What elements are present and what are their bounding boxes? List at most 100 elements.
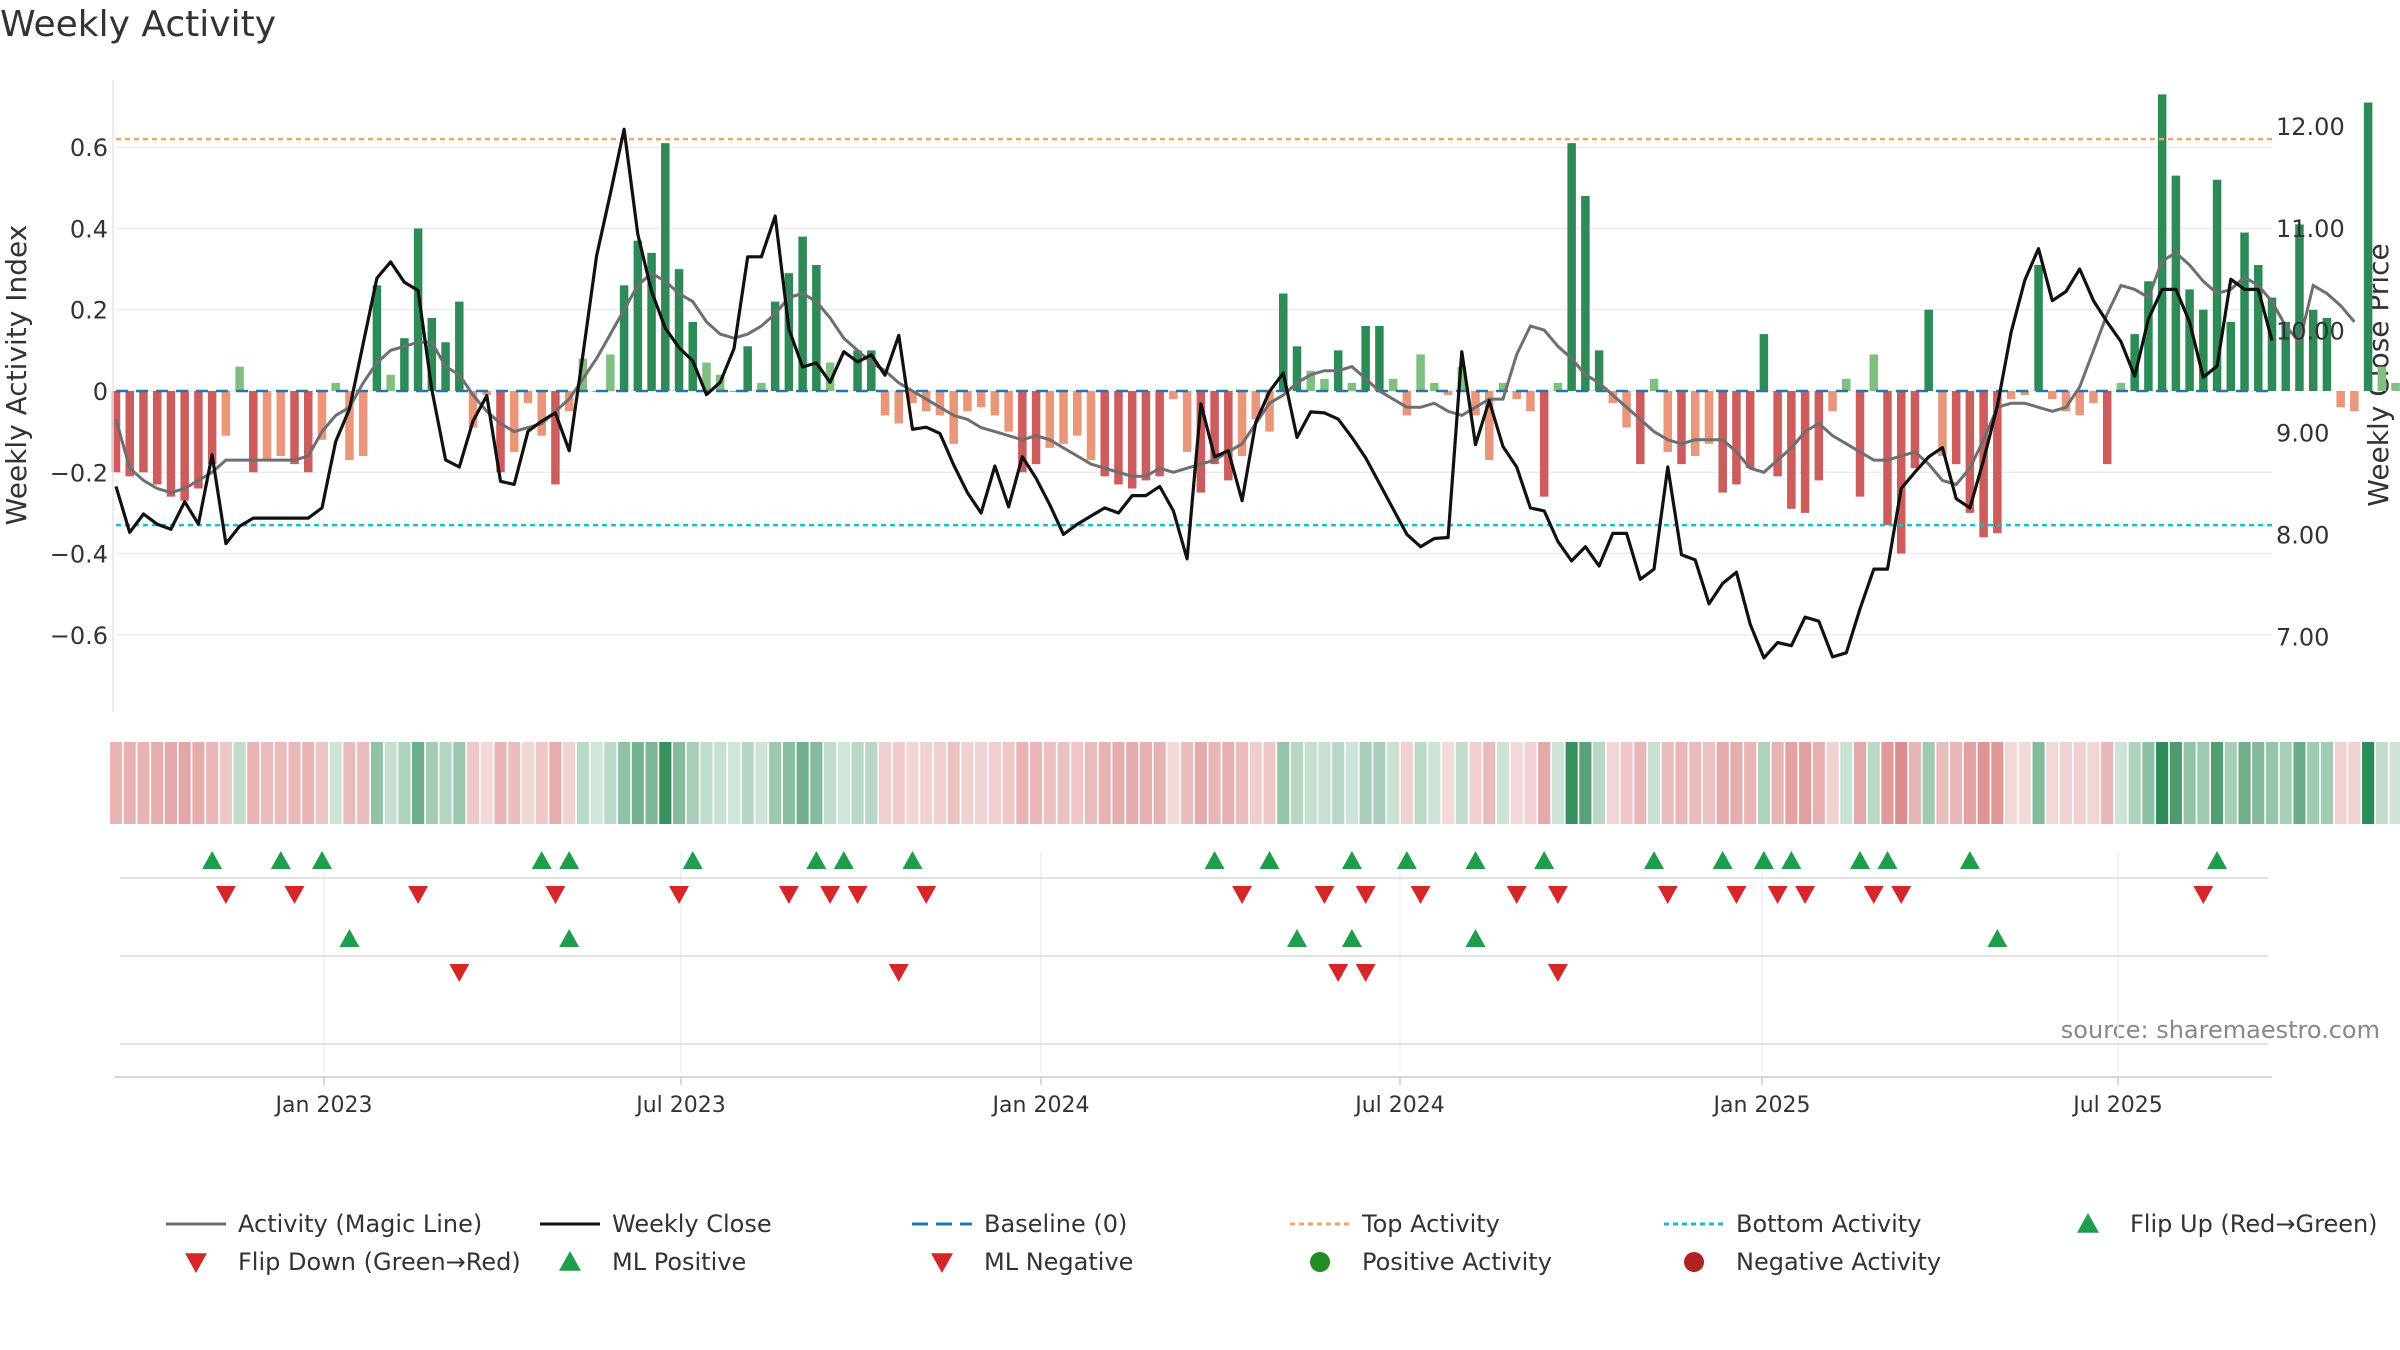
activity-bar (1869, 354, 1879, 391)
weekly-close-line (114, 127, 2274, 660)
heat-strip-cell (1194, 742, 1207, 824)
y-left-tick-label: −0.4 (50, 541, 108, 569)
activity-bar (2034, 265, 2043, 391)
activity-bar (1004, 391, 1013, 432)
activity-bar (262, 391, 272, 461)
flip-up-marker (1712, 851, 1733, 869)
activity-bar (1031, 391, 1041, 465)
heat-strip-cell (2114, 742, 2128, 824)
activity-bar (2240, 232, 2249, 391)
activity-bar (1059, 391, 1068, 444)
heat-strip-cell (2046, 742, 2059, 824)
activity-bar (1622, 391, 1631, 428)
flip-up-marker (806, 851, 827, 869)
activity-bar (867, 350, 876, 391)
flip-up-marker (559, 851, 580, 869)
flip-up-marker (2207, 851, 2228, 869)
flip-up-marker (1877, 851, 1898, 869)
activity-bar (125, 391, 134, 477)
heat-strip-cell (1853, 742, 1867, 824)
activity-bar (1141, 391, 1151, 481)
activity-bar (1292, 346, 1302, 391)
activity-bar (1581, 195, 1590, 391)
activity-bar (606, 354, 615, 391)
activity-bar (1993, 391, 2002, 534)
heat-strip-cell (1071, 742, 1084, 824)
activity-bar (1347, 382, 1357, 391)
activity-bar (1745, 391, 1755, 469)
heat-strip-cell (1963, 742, 1976, 824)
ml-negative-marker (1355, 964, 1376, 982)
heat-strip-cell (1510, 742, 1523, 824)
y-left-tick-label: 0.4 (70, 215, 108, 243)
heat-strip-cell (645, 742, 658, 824)
activity-bar (152, 391, 162, 485)
heat-strip-cell (1332, 742, 1345, 824)
activity-bar (1100, 391, 1109, 477)
flip-up-marker (311, 851, 332, 869)
activity-bar (1265, 391, 1274, 432)
heat-strip-cell (865, 742, 878, 824)
heat-strip-cell (1469, 742, 1482, 824)
heat-strip-cell (2005, 742, 2018, 824)
heat-strip-cell (1455, 742, 1468, 824)
heat-strip-cell (2293, 742, 2306, 824)
activity-bar (303, 391, 313, 473)
heat-strip-cell (549, 742, 562, 824)
activity-bar (1375, 325, 1384, 391)
heat-strip-cell (618, 742, 631, 824)
heat-strip-cell (288, 742, 301, 824)
activity-bar (2267, 297, 2277, 391)
heat-strip-cell (700, 742, 713, 824)
heat-strip-cell (1689, 742, 1702, 824)
heat-strip-cell (1922, 742, 1935, 824)
legend-label: ML Positive (612, 1248, 746, 1276)
heat-strip-cell (1977, 742, 1990, 824)
y-right-tick-label: 7.00 (2276, 623, 2329, 651)
heat-strip-cell (975, 742, 988, 824)
y-right-tick-label: 8.00 (2276, 521, 2329, 549)
y-right-tick-label: 9.00 (2276, 419, 2329, 447)
activity-bar (1828, 391, 1837, 412)
heat-strip-cell (178, 742, 191, 824)
heat-strip-cell (576, 742, 589, 824)
x-tick-label: Jan 2024 (991, 1093, 1090, 1118)
legend-label: Activity (Magic Line) (238, 1210, 482, 1238)
heat-strip-cell (480, 742, 493, 824)
activity-bar (1938, 391, 1947, 457)
heat-strip-cell (219, 742, 232, 824)
activity-bar (2020, 391, 2030, 396)
line-layer (114, 127, 2356, 660)
heat-strip-cell (2265, 742, 2279, 824)
activity-bar (468, 391, 478, 428)
activity-bar (1182, 391, 1192, 452)
ml-positive-marker (559, 929, 580, 947)
heat-strip-cell (2128, 742, 2141, 824)
activity-bar (1594, 350, 1604, 391)
heat-strip-cell (2018, 742, 2031, 824)
heat-strip-cell (206, 742, 219, 824)
source-label: source: sharemaestro.com (2061, 1016, 2380, 1044)
activity-bar (207, 391, 217, 465)
heat-strip-cell (2142, 742, 2155, 824)
flip-up-marker (1781, 851, 1802, 869)
flip-up-marker (682, 851, 703, 869)
activity-bar (894, 391, 904, 424)
activity-bar (1471, 391, 1480, 416)
heat-strip-cell (727, 742, 741, 824)
heat-strip-cell (659, 742, 672, 824)
heat-strip-cell (631, 742, 644, 824)
activity-bar (2048, 391, 2057, 400)
heat-strip-cell (1524, 742, 1537, 824)
activity-bar (743, 346, 752, 391)
ml-positive-marker (1341, 929, 1362, 947)
activity-bar (290, 391, 299, 465)
legend-label: Flip Down (Green→Red) (238, 1248, 521, 1276)
flip-down-marker (284, 886, 305, 904)
activity-bar (482, 391, 492, 396)
heat-strip-cell (2252, 742, 2265, 824)
activity-bar (1636, 391, 1645, 465)
heat-strip-cell (233, 742, 246, 824)
heat-strip-cell (453, 742, 466, 824)
activity-bar (1127, 391, 1137, 489)
